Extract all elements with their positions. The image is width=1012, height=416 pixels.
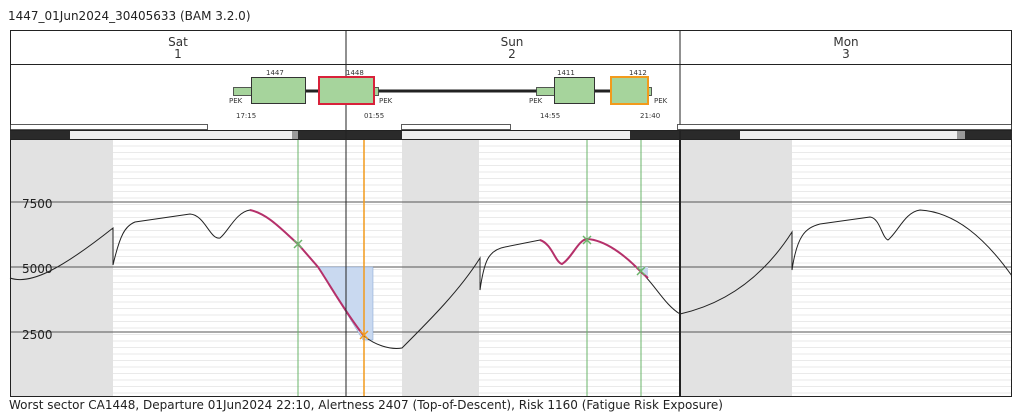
duty-time-label: 17:15: [236, 112, 256, 120]
duty-time-label: 01:55: [364, 112, 384, 120]
time-strip: [10, 131, 1012, 139]
night-strip-segment: [10, 131, 70, 139]
flight-number: 1411: [557, 69, 575, 77]
station-label: PEK: [654, 97, 668, 105]
debriefing-block: [374, 87, 379, 96]
night-strip-segment: [630, 131, 740, 139]
night-band: [680, 140, 792, 396]
night-strip-segment: [292, 131, 402, 139]
day-name: Sun: [501, 35, 524, 49]
night-band: [10, 140, 113, 396]
worst-sector-summary: Worst sector CA1448, Departure 01Jun2024…: [9, 398, 723, 412]
day-header-mon[interactable]: Mon 3: [833, 35, 858, 61]
briefing-block: [536, 87, 555, 96]
station-label: PEK: [229, 97, 243, 105]
alertness-curve: [9, 209, 1012, 349]
flight-block-1448[interactable]: 1448: [318, 69, 375, 105]
rest-bar: [677, 124, 1012, 130]
flight-block-1412[interactable]: 1412: [610, 69, 649, 105]
flight-block-1447[interactable]: 1447: [251, 69, 306, 104]
window-title: 1447_01Jun2024_30405633 (BAM 3.2.0): [8, 9, 251, 23]
top-of-climb-marker: [293, 239, 303, 249]
day-name: Mon: [833, 35, 858, 49]
station-label: PEK: [529, 97, 543, 105]
rest-bar: [10, 124, 208, 130]
y-tick-label: 2500: [22, 328, 53, 342]
rest-bar: [401, 124, 511, 130]
twilight-strip-segment: [957, 131, 965, 139]
top-of-descent-marker: [636, 266, 646, 276]
duty-alertness-segment: [249, 209, 365, 337]
duty-time-label: 14:55: [540, 112, 560, 120]
station-label: PEK: [379, 97, 393, 105]
duty-time-label: 21:40: [640, 112, 660, 120]
twilight-strip-segment: [292, 131, 298, 139]
y-tick-label: 5000: [22, 262, 53, 276]
night-band: [402, 140, 479, 396]
flight-block-1411[interactable]: 1411: [554, 69, 595, 104]
flight-number: 1447: [266, 69, 284, 77]
day-header-sat[interactable]: Sat 1: [168, 35, 188, 61]
day-number: 2: [508, 47, 516, 61]
day-header-sun[interactable]: Sun 2: [501, 35, 524, 61]
flight-number: 1448: [346, 69, 364, 77]
roster-row: [10, 64, 1012, 131]
y-tick-label: 7500: [22, 197, 53, 211]
flight-number: 1412: [629, 69, 647, 77]
duty-alertness-segment: [539, 237, 649, 279]
night-strip-segment: [957, 131, 1012, 139]
day-number: 1: [174, 47, 182, 61]
worst-alertness-marker: [359, 330, 369, 340]
briefing-block: [233, 87, 252, 96]
day-header-row: [10, 30, 1012, 65]
day-number: 3: [842, 47, 850, 61]
top-of-climb-marker: [582, 235, 592, 245]
day-name: Sat: [168, 35, 188, 49]
plot-background: [10, 140, 1012, 396]
